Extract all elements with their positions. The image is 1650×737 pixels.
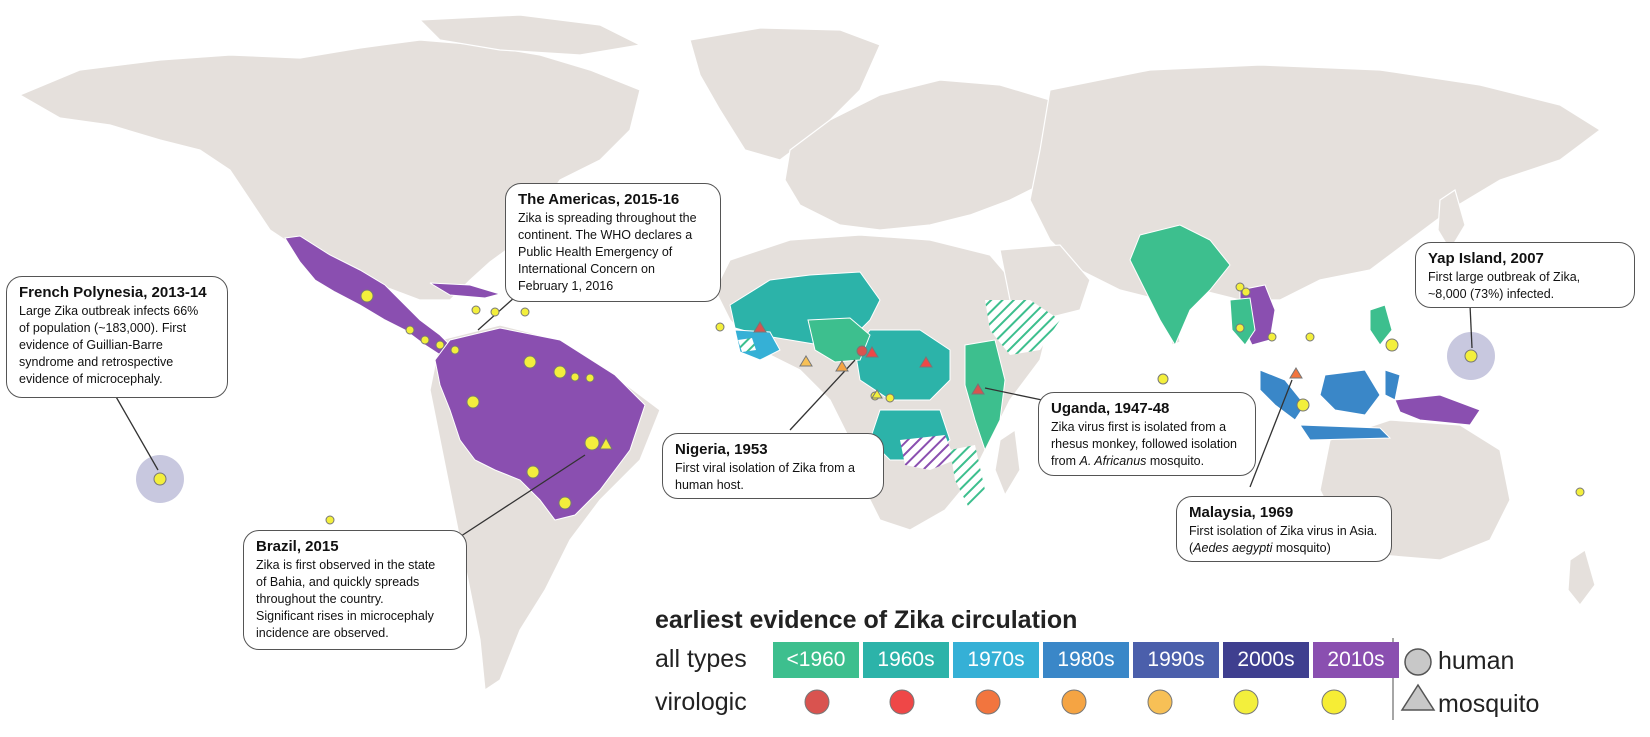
sumatra xyxy=(1259,369,1306,421)
caribbean xyxy=(429,282,502,299)
east-africa xyxy=(964,339,1006,452)
mozambique-hatched xyxy=(950,445,985,510)
callout-brazil: Brazil, 2015 Zika is first observed in t… xyxy=(243,530,467,650)
callout-line: human host. xyxy=(675,478,744,492)
callout-line: incidence are observed. xyxy=(256,626,389,640)
callout-line: Zika is first observed in the state xyxy=(256,558,436,572)
callout-title: Brazil, 2015 xyxy=(256,538,339,555)
callout-line: (Aedes aegypti mosquito) xyxy=(1189,540,1379,557)
zika-1980s-regions xyxy=(1259,369,1401,441)
callout-text: ( xyxy=(1189,541,1194,555)
callout-line: February 1, 2016 xyxy=(518,279,614,293)
callout-title: Malaysia, 1969 xyxy=(1189,504,1294,521)
callout-title: The Americas, 2015-16 xyxy=(518,191,680,208)
zika-pre1960-regions xyxy=(807,224,1393,452)
callout-line: Zika virus first is isolated from a xyxy=(1051,420,1227,434)
callout-line: of population (~183,000). First xyxy=(19,321,187,335)
callout-line: First large outbreak of Zika, xyxy=(1428,270,1581,284)
callout-title: Yap Island, 2007 xyxy=(1428,250,1544,267)
callout-line: International Concern on xyxy=(518,262,655,276)
europe xyxy=(784,79,1071,231)
callout-americas: The Americas, 2015-16 Zika is spreading … xyxy=(505,183,721,302)
legend-mosquito-symbol xyxy=(1400,683,1436,711)
callout-title: Uganda, 1947-48 xyxy=(1051,400,1170,417)
callout-line: from A. Africanus mosquito. xyxy=(1051,453,1243,470)
legend-title: earliest evidence of Zika circulation xyxy=(655,606,1078,634)
callout-line: First isolation of Zika virus in Asia. xyxy=(1189,524,1378,538)
legend-swatch-3: 1980s xyxy=(1043,642,1129,678)
callout-line: ~8,000 (73%) infected. xyxy=(1428,287,1555,301)
legend-swatch-0: <1960 xyxy=(773,642,859,678)
new-guinea-purple xyxy=(1394,394,1481,426)
species-name: A. Africanus xyxy=(1079,454,1147,468)
callout-line: Public Health Emergency of xyxy=(518,245,673,259)
callout-line: of Bahia, and quickly spreads xyxy=(256,575,420,589)
legend-swatch-5: 2000s xyxy=(1223,642,1309,678)
legend-swatch-4: 1990s xyxy=(1133,642,1219,678)
callout-yap-island: Yap Island, 2007 First large outbreak of… xyxy=(1415,242,1635,308)
callout-text: mosquito) xyxy=(1272,541,1331,555)
java xyxy=(1299,424,1392,441)
human-markers-2010s xyxy=(153,282,1585,525)
callout-title: Nigeria, 1953 xyxy=(675,441,768,458)
legend-human-label: human xyxy=(1438,647,1515,675)
callout-malaysia: Malaysia, 1969 First isolation of Zika v… xyxy=(1176,496,1392,562)
legend-swatch-1: 1960s xyxy=(863,642,949,678)
legend-swatch-6: 2010s xyxy=(1313,642,1399,678)
japan xyxy=(1437,189,1466,252)
callout-line: Zika is spreading throughout the xyxy=(518,211,697,225)
callout-line: evidence of microcephaly. xyxy=(19,372,163,386)
callout-title: French Polynesia, 2013-14 xyxy=(19,284,207,301)
callout-line: Significant rises in microcephaly xyxy=(256,609,434,623)
zambia-hatched xyxy=(900,435,955,470)
species-name: Aedes aegypti xyxy=(1193,541,1273,555)
callout-text: mosquito. xyxy=(1146,454,1205,468)
india xyxy=(1129,224,1231,347)
madagascar xyxy=(994,428,1021,497)
legend-human-symbol xyxy=(1404,648,1432,676)
new-zealand xyxy=(1567,549,1596,606)
human-markers-early xyxy=(856,287,1315,357)
philippines xyxy=(1369,304,1393,346)
mosquito-markers xyxy=(599,321,1303,450)
callout-french-polynesia: French Polynesia, 2013-14 Large Zika out… xyxy=(6,276,228,398)
callout-line: evidence of Guillian-Barre xyxy=(19,338,163,352)
legend-virologic-dots xyxy=(804,689,1347,715)
legend-row-all-types: all types xyxy=(655,645,747,673)
callout-line: throughout the country. xyxy=(256,592,384,606)
callout-nigeria: Nigeria, 1953 First viral isolation of Z… xyxy=(662,433,884,499)
sulawesi xyxy=(1384,369,1401,401)
callout-line: rhesus monkey, followed isolation xyxy=(1051,437,1237,451)
legend-row-virologic: virologic xyxy=(655,688,747,716)
borneo xyxy=(1319,369,1381,416)
sierra-leone-hatched xyxy=(738,338,756,352)
ethiopia-somalia-hatched xyxy=(985,300,1060,355)
arctic-islands xyxy=(418,14,642,56)
nigeria xyxy=(807,317,871,363)
hatched-regions xyxy=(738,300,1060,510)
callout-line: continent. The WHO declares a xyxy=(518,228,693,242)
callout-uganda: Uganda, 1947-48 Zika virus first is isol… xyxy=(1038,392,1256,476)
legend-mosquito-label: mosquito xyxy=(1438,690,1540,718)
callout-line: First viral isolation of Zika from a xyxy=(675,461,855,475)
callout-line: syndrome and retrospective xyxy=(19,355,174,369)
legend-swatch-2: 1970s xyxy=(953,642,1039,678)
callout-text: from xyxy=(1051,454,1080,468)
callout-line: Large Zika outbreak infects 66% xyxy=(19,304,199,318)
thailand xyxy=(1229,297,1256,346)
